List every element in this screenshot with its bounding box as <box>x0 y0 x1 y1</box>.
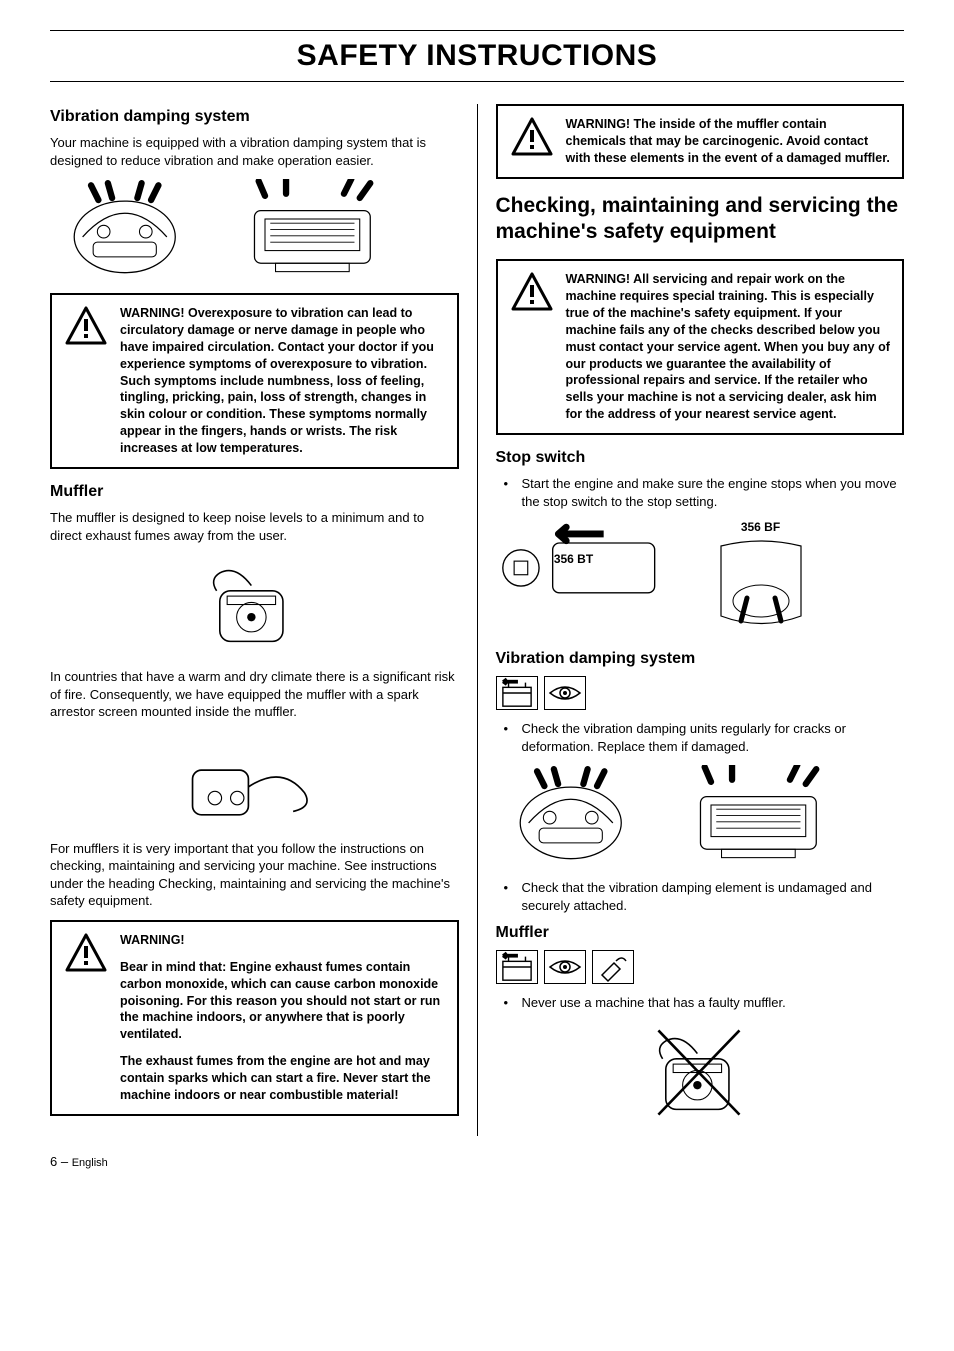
stop-switch-heading: Stop switch <box>496 449 905 467</box>
footer-lang: English <box>72 1157 108 1169</box>
warning-exhaust-p1: Bear in mind that: Engine exhaust fumes … <box>120 959 445 1043</box>
vibration2-bullet-2: Check that the vibration damping element… <box>496 879 905 914</box>
muffler-diagram-2 <box>50 731 459 826</box>
vibration-icon-strip <box>496 676 905 710</box>
right-column: WARNING! The inside of the muffler conta… <box>478 104 905 1136</box>
checking-heading: Checking, maintaining and servicing the … <box>496 193 905 246</box>
muffler-faulty-diagram <box>496 1022 905 1122</box>
vibration-illustrations <box>50 179 459 279</box>
vibration-diagram-1 <box>50 179 210 279</box>
stop-switch-bt-wrap: 356 BT <box>496 520 666 616</box>
warning-exhaust-p2: The exhaust fumes from the engine are ho… <box>120 1053 445 1104</box>
vibration2-diagram-1 <box>496 765 656 865</box>
warning-icon <box>64 932 108 976</box>
label-356bf: 356 BF <box>686 520 836 534</box>
warning-exhaust: WARNING! Bear in mind that: Engine exhau… <box>50 920 459 1116</box>
warning-vibration-text: WARNING! Overexposure to vibration can l… <box>120 305 445 457</box>
warning-servicing-text: WARNING! All servicing and repair work o… <box>566 271 891 423</box>
muffler2-heading: Muffler <box>496 924 905 942</box>
vibration2-heading: Vibration damping system <box>496 650 905 668</box>
vibration2-list: Check the vibration damping units regula… <box>496 720 905 755</box>
eye-icon <box>544 950 586 984</box>
warning-vibration: WARNING! Overexposure to vibration can l… <box>50 293 459 469</box>
vibration2-diagram-2 <box>676 765 846 865</box>
eye-icon <box>544 676 586 710</box>
warning-muffler-chemicals: WARNING! The inside of the muffler conta… <box>496 104 905 179</box>
muffler-body-2: In countries that have a warm and dry cl… <box>50 668 459 721</box>
stop-switch-list: Start the engine and make sure the engin… <box>496 475 905 510</box>
calendar-icon <box>496 676 538 710</box>
vibration2-bullet-1: Check the vibration damping units regula… <box>496 720 905 755</box>
page-footer: 6 – English <box>50 1154 904 1169</box>
top-rule <box>50 30 904 31</box>
warning-exhaust-text: WARNING! Bear in mind that: Engine exhau… <box>120 932 445 1104</box>
calendar-icon <box>496 950 538 984</box>
stop-switch-bullet: Start the engine and make sure the engin… <box>496 475 905 510</box>
stop-switch-bf-wrap: 356 BF <box>686 520 836 636</box>
vibration-heading: Vibration damping system <box>50 108 459 126</box>
warning-lead: WARNING! <box>120 932 445 949</box>
label-356bt: 356 BT <box>544 552 604 566</box>
muffler-body-1: The muffler is designed to keep noise le… <box>50 509 459 544</box>
tool-icon <box>592 950 634 984</box>
left-column: Vibration damping system Your machine is… <box>50 104 478 1136</box>
vibration-body: Your machine is equipped with a vibratio… <box>50 134 459 169</box>
muffler-icon-strip <box>496 950 905 984</box>
stop-switch-bf-diagram <box>686 536 836 636</box>
warning-icon <box>510 271 554 315</box>
muffler-diagram-1 <box>50 554 459 654</box>
muffler-heading: Muffler <box>50 483 459 501</box>
footer-dash: – <box>57 1154 71 1169</box>
stop-switch-illustrations: 356 BT 356 BF <box>496 520 905 636</box>
muffler2-list: Never use a machine that has a faulty mu… <box>496 994 905 1012</box>
muffler-body-3: For mufflers it is very important that y… <box>50 840 459 910</box>
vibration2-illustrations <box>496 765 905 865</box>
warning-servicing: WARNING! All servicing and repair work o… <box>496 259 905 435</box>
page-title: SAFETY INSTRUCTIONS <box>50 33 904 82</box>
warning-muffler-text: WARNING! The inside of the muffler conta… <box>566 116 891 167</box>
two-column-layout: Vibration damping system Your machine is… <box>50 104 904 1136</box>
warning-icon <box>510 116 554 160</box>
vibration2-list-2: Check that the vibration damping element… <box>496 879 905 914</box>
muffler2-bullet: Never use a machine that has a faulty mu… <box>496 994 905 1012</box>
warning-icon <box>64 305 108 349</box>
vibration-diagram-2 <box>230 179 400 279</box>
